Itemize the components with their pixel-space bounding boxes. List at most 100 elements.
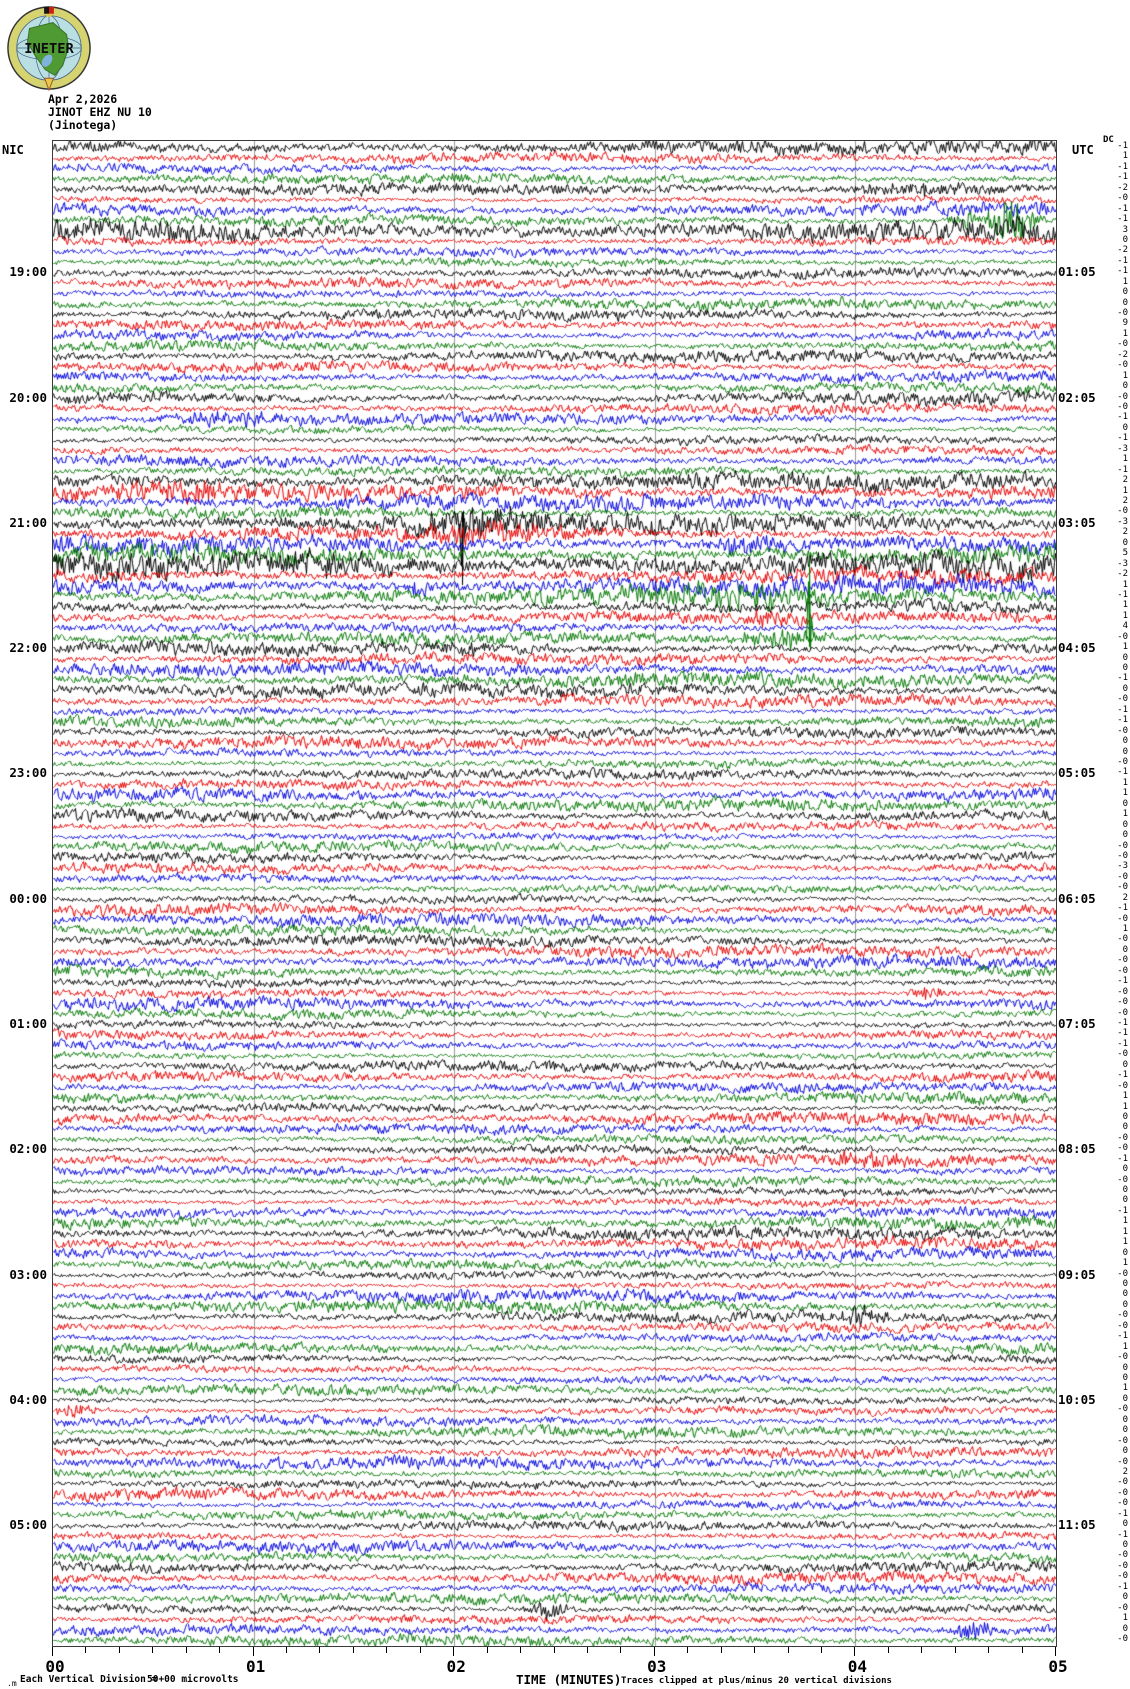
x-minor-tick	[687, 1647, 689, 1653]
dc-offset-value: -1	[1117, 214, 1128, 225]
dc-offset-value: -1	[1117, 704, 1128, 715]
dc-offset-value: 1	[1122, 1101, 1128, 1112]
dc-offset-value: -1	[1117, 1331, 1128, 1342]
dc-offset-value: -0	[1117, 631, 1128, 642]
x-tick-label: 05	[1048, 1657, 1068, 1676]
x-minor-tick	[1021, 1647, 1023, 1653]
utc-hour-label: 10:05	[1058, 1391, 1096, 1407]
dc-offset-value: 0	[1122, 1519, 1128, 1530]
dc-offset-value: 9	[1122, 318, 1128, 329]
utc-hour-label: 03:05	[1058, 514, 1096, 530]
x-major-tick	[52, 1647, 53, 1656]
dc-offset-value: 0	[1122, 537, 1128, 548]
header-location: (Jinotega)	[48, 118, 118, 132]
x-tick-label: 00	[45, 1657, 65, 1676]
dc-offset-value: 2	[1122, 527, 1128, 538]
dc-label: DC	[1103, 135, 1114, 145]
dc-offset-value: 0	[1122, 944, 1128, 955]
dc-offset-value: 0	[1122, 1122, 1128, 1133]
x-minor-tick	[118, 1647, 120, 1653]
x-major-tick	[252, 1647, 254, 1656]
utc-hour-label: 07:05	[1058, 1016, 1096, 1031]
dc-offset-value: -0	[1117, 694, 1128, 705]
x-minor-tick	[887, 1647, 889, 1653]
dc-offset-value: 0	[1122, 297, 1128, 308]
dc-offset-value: -0	[1117, 193, 1128, 204]
dc-offset-value: -1	[1117, 255, 1128, 266]
dc-offset-value: -0	[1117, 871, 1128, 882]
dc-offset-value: -1	[1117, 1153, 1128, 1164]
dc-offset-value: 1	[1122, 1226, 1128, 1237]
dc-offset-value: 0	[1122, 1540, 1128, 1551]
dc-offset-value: 1	[1122, 276, 1128, 287]
x-minor-tick	[520, 1647, 522, 1653]
dc-offset-value: -1	[1117, 767, 1128, 778]
dc-offset-value: 0	[1122, 652, 1128, 663]
x-major-tick	[453, 1647, 455, 1656]
scale-value: 50+00 microvolts	[147, 1674, 239, 1685]
x-tick-label: 03	[647, 1657, 667, 1676]
x-minor-tick	[486, 1647, 488, 1653]
dc-offset-value: 0	[1122, 1623, 1128, 1634]
dc-offset-value: -0	[1117, 1550, 1128, 1561]
x-minor-tick	[988, 1647, 990, 1653]
dc-offset-value: -1	[1117, 1508, 1128, 1519]
dc-offset-value: -1	[1117, 1205, 1128, 1216]
x-major-tick	[854, 1647, 856, 1656]
dc-offset-value: 5	[1122, 548, 1128, 559]
helicorder-traces	[53, 141, 1056, 1646]
dc-offset-value: -1	[1117, 673, 1128, 684]
dc-offset-value: 1	[1122, 600, 1128, 611]
logo-text: INETER	[24, 41, 74, 57]
local-hour-label: 21:00	[9, 514, 47, 530]
dc-offset-value: -0	[1117, 986, 1128, 997]
dc-offset-value: 1	[1122, 1216, 1128, 1227]
x-minor-tick	[553, 1647, 555, 1653]
dc-offset-value: -1	[1117, 1018, 1128, 1028]
dc-offset-value: 1	[1122, 1383, 1128, 1394]
dc-offset-value: 0	[1122, 1195, 1128, 1206]
dc-offset-value: -0	[1117, 1049, 1128, 1060]
dc-offset-value: -0	[1117, 1404, 1128, 1415]
dc-offset-value: 0	[1122, 234, 1128, 245]
dc-offset-value: 0	[1122, 1446, 1128, 1457]
dc-offset-value: 2	[1122, 1466, 1128, 1477]
dc-offset-value: 0	[1122, 1279, 1128, 1290]
dc-offset-value: 0	[1122, 1372, 1128, 1383]
x-minor-tick	[386, 1647, 388, 1653]
dc-offset-value: -0	[1117, 1007, 1128, 1018]
dc-offset-value: 1	[1122, 777, 1128, 788]
dc-offset-value: -1	[1117, 141, 1128, 151]
dc-offset-value: -0	[1117, 913, 1128, 924]
utc-hour-label: 11:05	[1058, 1517, 1096, 1533]
scale-label: Each Vertical Division =	[20, 1674, 158, 1685]
x-minor-tick	[787, 1647, 789, 1653]
x-tick-label: 04	[847, 1657, 868, 1676]
dc-offset-value: -1	[1117, 464, 1128, 475]
dc-offset-value: 0	[1122, 1299, 1128, 1310]
dc-offset-value: -1	[1117, 1038, 1128, 1049]
x-tick-label: 02	[446, 1657, 466, 1676]
dc-offset-value: 1	[1122, 370, 1128, 381]
dc-offset-value: 0	[1122, 1289, 1128, 1300]
dc-offset-value: -1	[1117, 161, 1128, 172]
utc-hour-label: 02:05	[1058, 389, 1096, 405]
x-minor-tick	[586, 1647, 588, 1653]
dc-offset-value: -0	[1117, 850, 1128, 861]
dc-offset-value: -0	[1117, 1143, 1128, 1154]
local-hour-label: 02:00	[9, 1141, 47, 1157]
dc-offset-value: -2	[1117, 182, 1128, 193]
dc-offset-value: 0	[1122, 1425, 1128, 1436]
utc-hour-label: 04:05	[1058, 640, 1096, 656]
dc-offset-value: 0	[1122, 736, 1128, 747]
dc-offset-value: -0	[1117, 725, 1128, 736]
dc-offset-value: 2	[1122, 892, 1128, 903]
dc-offset-value: 0	[1122, 1393, 1128, 1404]
dc-offset-value: 2	[1122, 495, 1128, 506]
dc-offset-value: 0	[1122, 746, 1128, 757]
x-minor-tick	[620, 1647, 622, 1653]
x-minor-tick	[319, 1647, 321, 1653]
dc-offset-value: -1	[1117, 412, 1128, 423]
dc-offset-value: -0	[1117, 360, 1128, 371]
